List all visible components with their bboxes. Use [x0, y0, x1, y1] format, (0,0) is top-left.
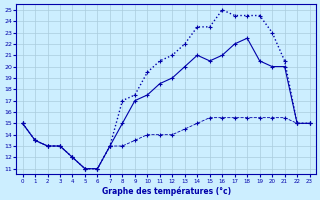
X-axis label: Graphe des températures (°c): Graphe des températures (°c)	[101, 186, 231, 196]
